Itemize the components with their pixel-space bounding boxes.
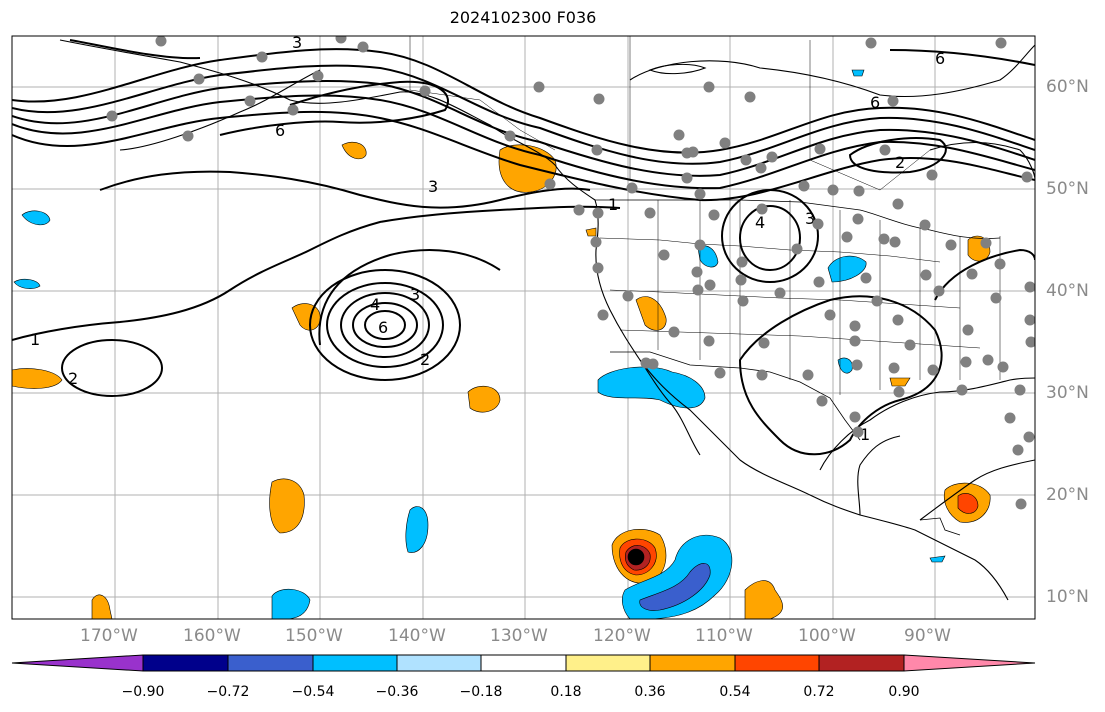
warm-anomaly-area [341,141,367,160]
station-markers [106,36,1035,510]
lat-label: 30°N [1046,383,1089,403]
warm-anomaly-area [467,385,501,413]
contour-label: 3 [428,177,438,196]
contour-label: 3 [805,209,815,228]
map-title: 2024102300 F036 [449,8,597,27]
warm-anomaly-area [291,303,321,331]
colorbar-extend-high [903,654,1036,672]
colorbar-tick-label: −0.72 [206,684,250,700]
contour-labels: 1 2 3 6 2 3 6 4 1 3 4 2 6 6 1 3 [30,33,945,444]
lon-label: 90°W [904,626,951,646]
warm-anomaly-area [91,594,113,619]
cool-anomaly-area [21,210,51,226]
contour-label: 1 [608,195,618,214]
cool-anomaly-area [851,69,865,77]
colorbar-segment [818,654,905,672]
contour-label: 6 [275,121,285,140]
cool-anomaly-area [827,255,867,283]
colorbar-tick-label: −0.90 [121,684,165,700]
lat-label: 50°N [1046,179,1089,199]
warm-anomaly-area [889,377,911,387]
colorbar-segment [396,654,482,672]
colorbar-tick-label: 0.18 [550,684,582,700]
contour-label: 2 [68,369,78,388]
cool-anomaly-area [929,555,946,563]
warm-anomaly-area [635,296,667,331]
lon-label: 120°W [593,626,651,646]
contour-label: 4 [370,295,380,314]
lon-label: 170°W [80,626,138,646]
warm-anomaly-area [957,493,979,514]
colorbar-segment [649,654,736,672]
contour-label: 1 [860,425,870,444]
contour-label: 3 [410,285,420,304]
contour-label: 6 [935,49,945,68]
cool-anomaly-area [597,366,706,409]
colorbar-tick-label: 0.72 [803,684,835,700]
colorbar-segment [480,654,567,672]
warm-anomaly-area [12,368,63,389]
map-frame [11,35,1036,620]
warm-anomaly-area [744,580,783,619]
colorbar-segment [312,654,398,672]
cool-anomaly-area [405,506,429,553]
colorbar [11,654,1036,672]
lat-label: 10°N [1046,587,1089,607]
contour-label: 2 [420,350,430,369]
cool-anomaly-area [837,357,853,374]
contour-label: 6 [378,318,388,337]
colorbar-tick-label: −0.54 [291,684,335,700]
colorbar-tick-label: −0.18 [459,684,503,700]
warm-anomaly-area [627,548,645,566]
lon-label: 110°W [695,626,753,646]
lat-label: 60°N [1046,77,1089,97]
colorbar-segment [734,654,820,672]
lat-label: 40°N [1046,281,1089,301]
colorbar-segment [227,654,314,672]
colorbar-segment [142,654,229,672]
contour-label: 4 [755,213,765,232]
lon-label: 150°W [285,626,343,646]
colorbar-segment [565,654,651,672]
lon-label: 160°W [183,626,241,646]
cool-anomaly-area [13,278,41,289]
contour-label: 3 [292,33,302,52]
lon-label: 140°W [388,626,446,646]
lon-label: 130°W [490,626,548,646]
coastlines [59,39,1035,601]
warm-anomaly-area [269,478,305,534]
warm-anomaly-area [585,227,597,237]
contour-label: 6 [870,93,880,112]
filled-contours [12,69,991,619]
cool-anomaly-area [639,563,711,611]
contour-label: 1 [30,330,40,349]
colorbar-tick-label: 0.36 [634,684,666,700]
contour-lines [12,39,1035,456]
colorbar-extend-low [11,654,144,672]
colorbar-tick-label: 0.90 [888,684,920,700]
lon-label: 100°W [798,626,856,646]
colorbar-tick-label: −0.36 [375,684,419,700]
cool-anomaly-area [271,588,311,619]
contour-label: 2 [895,153,905,172]
colorbar-tick-label: 0.54 [719,684,751,700]
lat-label: 20°N [1046,485,1089,505]
